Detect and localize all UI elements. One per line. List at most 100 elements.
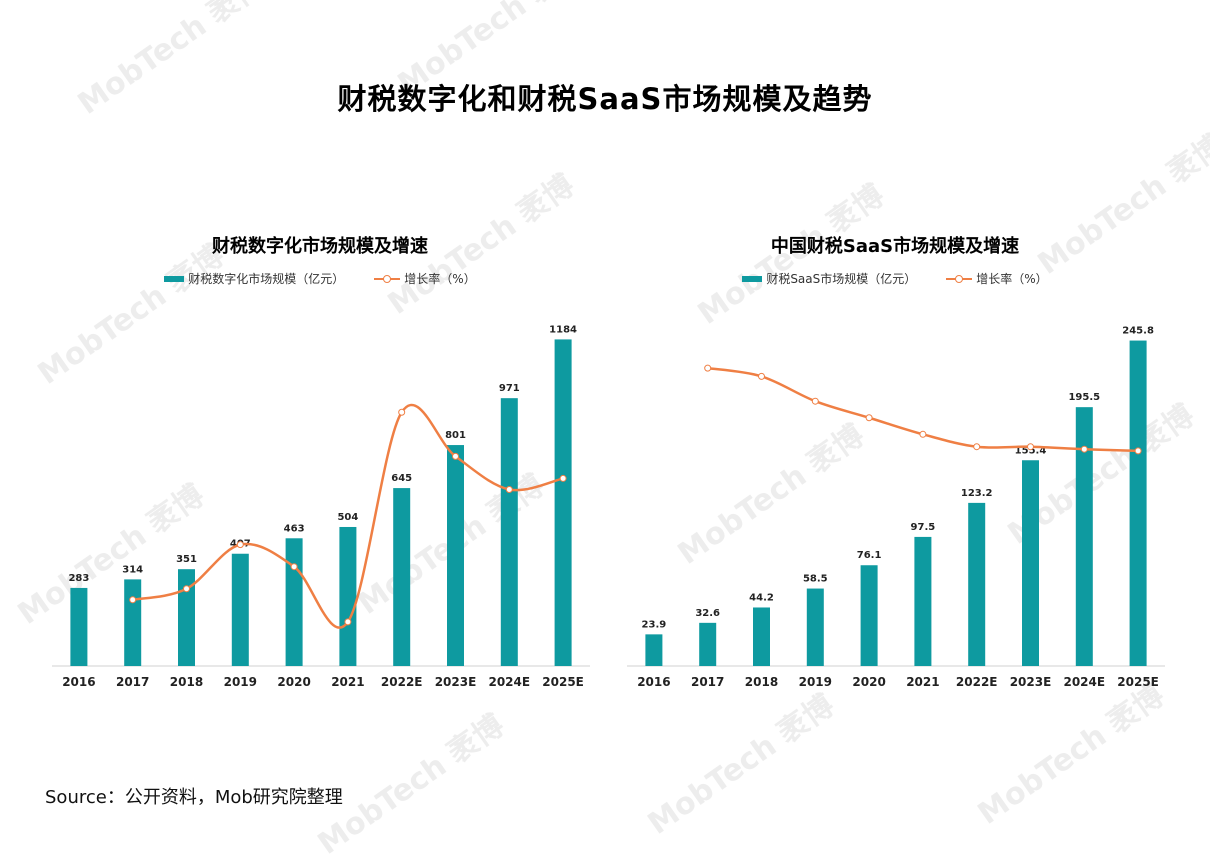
data-label: 76.1 [857,550,882,561]
x-tick-label: 2020 [277,675,310,689]
data-label: 32.6 [695,608,720,619]
line-point [758,372,765,380]
line-point [398,408,406,416]
x-tick-label: 2019 [224,675,257,689]
bar [500,398,518,666]
x-tick-label: 2021 [906,675,939,689]
bar [393,488,411,666]
bar [1129,340,1147,666]
chart-title: 中国财税SaaS市场规模及增速 [770,236,1020,257]
chart-title: 财税数字化市场规模及增速 [212,236,428,257]
x-tick-label: 2023E [435,675,477,689]
plot-area: 2832016314201735120184072019463202050420… [52,324,590,689]
data-label: 155.4 [1015,445,1047,456]
x-tick-label: 2021 [331,675,364,689]
data-label: 58.5 [803,574,828,585]
legend-label: 财税SaaS市场规模（亿元） [766,272,917,286]
x-tick-label: 2025E [542,675,584,689]
data-label: 123.2 [961,488,993,499]
legend: 财税数字化市场规模（亿元） 增长率（%） [40,270,600,287]
data-label: 97.5 [911,522,936,533]
legend-item-line: 增长率（%） [374,270,476,287]
data-label: 23.9 [642,619,667,630]
line-point [290,563,298,571]
bar [1075,407,1093,666]
bar [124,579,142,666]
x-tick-label: 2018 [745,675,778,689]
legend-bar-swatch [164,275,185,282]
line-point [183,585,190,593]
legend-label: 财税数字化市场规模（亿元） [188,272,345,286]
x-tick-label: 2016 [637,675,670,689]
legend-label: 增长率（%） [404,272,476,286]
data-label: 245.8 [1122,326,1154,337]
line-series [132,403,564,629]
bar [806,588,824,666]
x-tick-label: 2017 [116,675,149,689]
line-point [344,618,352,626]
line-point [1027,443,1034,451]
data-label: 283 [68,573,89,584]
data-label: 351 [176,554,197,565]
bar [968,502,986,666]
bar [285,538,303,666]
watermark: MobTech 袤博 [641,687,841,842]
line-point [811,397,819,405]
data-label: 44.2 [749,592,774,603]
source-note: Source：公开资料，Mob研究院整理 [45,787,343,808]
x-tick-label: 2022E [956,675,998,689]
bar [231,553,249,666]
bar [645,634,663,666]
x-tick-label: 2023E [1010,675,1052,689]
legend-line-swatch [374,274,401,284]
chart-right: 中国财税SaaS市场规模及增速 财税SaaS市场规模（亿元） 增长率（%） 23… [615,220,1175,700]
bar [178,569,195,666]
line-point [1080,445,1088,453]
data-label: 645 [391,473,412,484]
line-series [707,366,1139,453]
data-label: 504 [337,512,358,523]
bar [699,622,717,666]
legend-label: 增长率（%） [976,272,1048,286]
line-point [1134,447,1142,455]
bar [1022,460,1039,666]
legend-item-line: 增长率（%） [946,270,1048,287]
bar [554,339,572,666]
data-label: 801 [445,430,466,441]
legend-item-bar: 财税SaaS市场规模（亿元） [742,270,916,287]
line-point [865,414,873,422]
plot-area: 23.9 2016 32.6 2017 44.2 2018 58.5 2019 76.1 2020… [627,326,1165,689]
bar [753,607,770,666]
legend: 财税SaaS市场规模（亿元） 增长率（%） [615,270,1175,287]
x-tick-label: 2024E [488,675,530,689]
bar [339,526,357,666]
data-label: 971 [499,383,520,394]
x-tick-label: 2022E [381,675,423,689]
bar [447,445,464,666]
x-tick-label: 2018 [170,675,203,689]
x-tick-label: 2017 [691,675,724,689]
x-tick-label: 2019 [799,675,832,689]
x-tick-label: 2024E [1063,675,1105,689]
legend-line-swatch [946,274,973,284]
data-label: 314 [122,564,143,575]
legend-item-bar: 财税数字化市场规模（亿元） [164,270,344,287]
bar [914,536,932,666]
line-point [973,443,981,451]
bar [860,565,878,666]
data-label: 1184 [549,324,577,335]
line-point [505,485,513,493]
data-label: 463 [284,523,305,534]
chart-left: 财税数字化市场规模及增速 财税数字化市场规模（亿元） 增长率（%） 283 201… [40,220,600,700]
data-label: 195.5 [1068,392,1100,403]
line-point [559,474,567,482]
legend-bar-swatch [742,275,763,282]
page-title: 财税数字化和财税SaaS市场规模及趋势 [337,82,873,116]
line-point [919,430,927,438]
line-point [129,596,137,604]
x-tick-label: 2025E [1117,675,1159,689]
line-point [452,452,459,460]
bar [70,587,88,666]
x-tick-label: 2020 [852,675,885,689]
watermark: MobTech 袤博 [311,707,511,862]
